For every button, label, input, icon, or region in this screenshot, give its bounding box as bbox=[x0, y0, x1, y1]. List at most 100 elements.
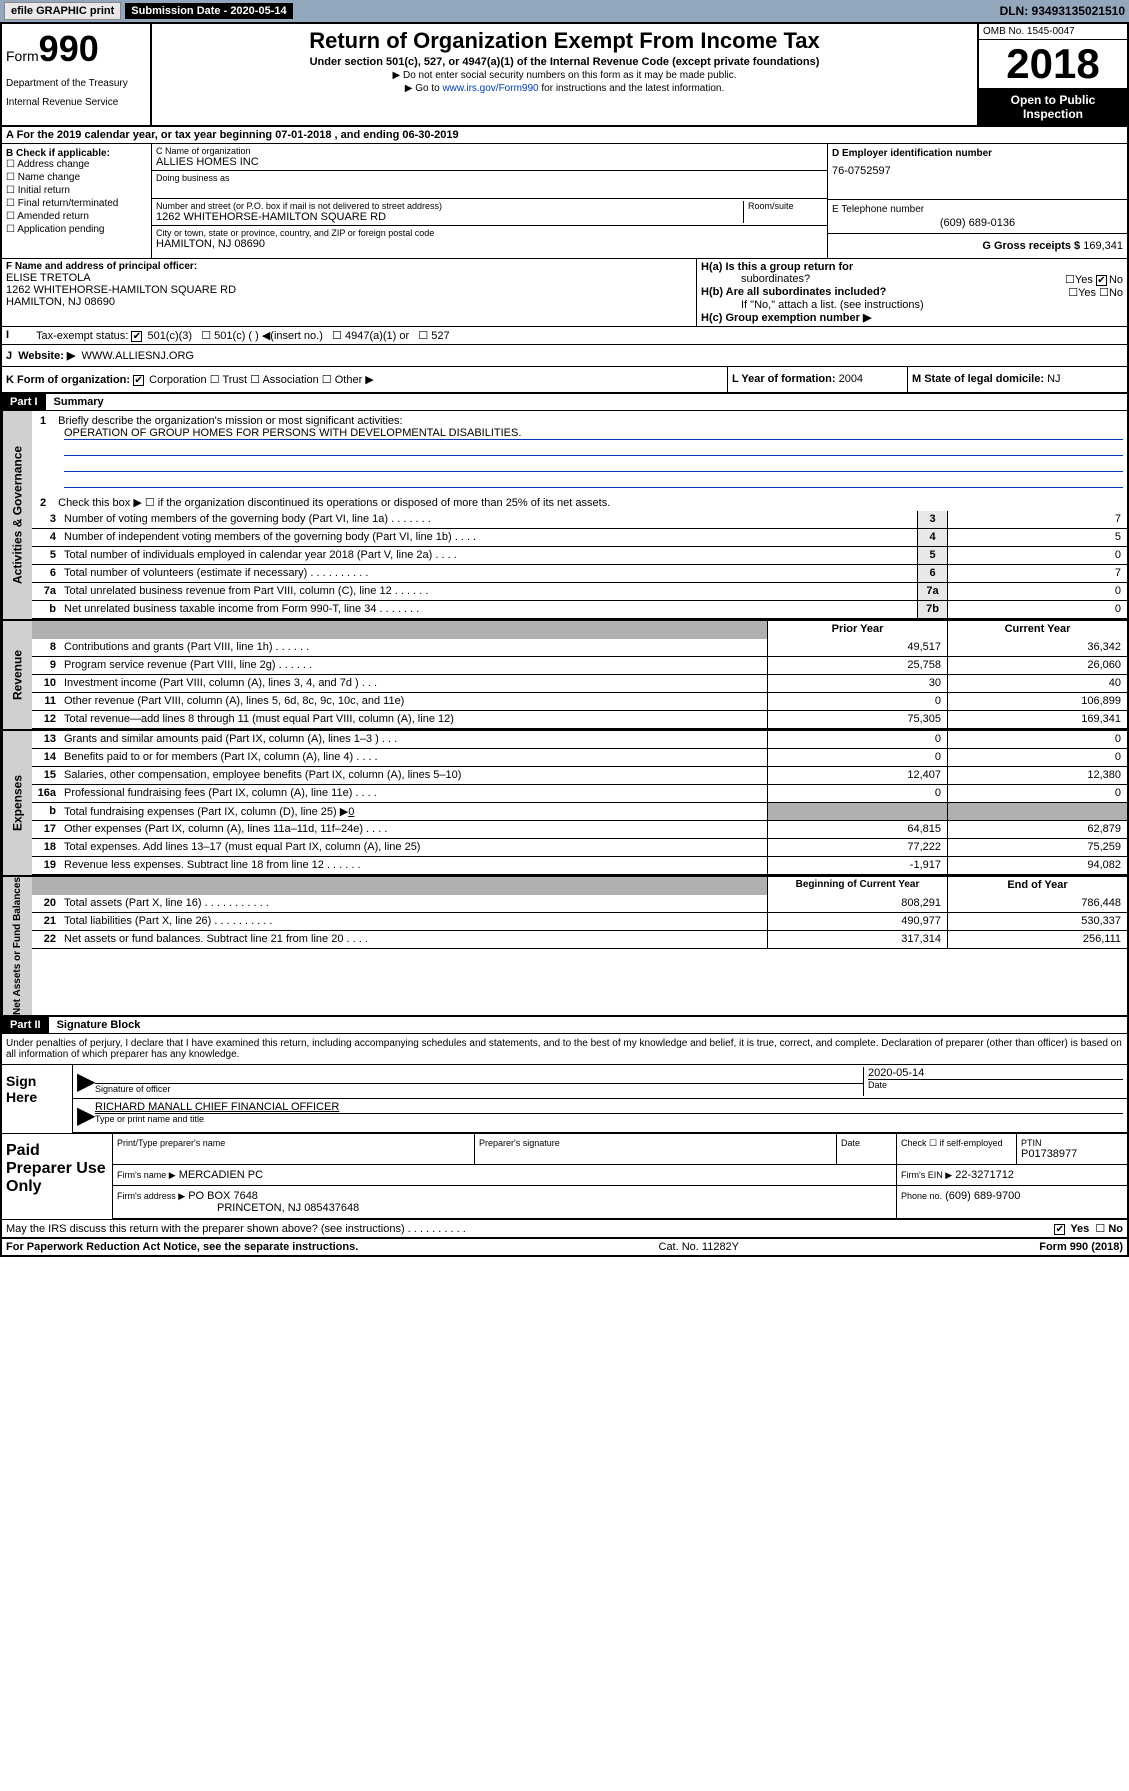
prior-year-header: Prior Year bbox=[767, 621, 947, 639]
prep-sig-label: Preparer's signature bbox=[479, 1138, 832, 1148]
note-ssn: ▶ Do not enter social security numbers o… bbox=[156, 70, 973, 81]
top-toolbar: efile GRAPHIC print Submission Date - 20… bbox=[0, 0, 1129, 22]
sign-here-row: Sign Here ▶ Signature of officer 2020-05… bbox=[2, 1065, 1127, 1133]
officer-name: ELISE TRETOLA bbox=[6, 272, 692, 284]
footer-form: Form 990 (2018) bbox=[1039, 1241, 1123, 1253]
part-2-badge: Part II bbox=[2, 1017, 49, 1033]
addr-label: Number and street (or P.O. box if mail i… bbox=[156, 201, 743, 211]
firm-name-value: MERCADIEN PC bbox=[179, 1169, 263, 1181]
line-13: 13Grants and similar amounts paid (Part … bbox=[32, 731, 1127, 749]
ein-value: 76-0752597 bbox=[832, 165, 1123, 177]
firm-addr1: PO BOX 7648 bbox=[188, 1190, 258, 1202]
chk-final-return[interactable]: ☐ Final return/terminated bbox=[6, 198, 147, 209]
dba-row: Doing business as bbox=[152, 171, 827, 199]
firm-addr2: PRINCETON, NJ 085437648 bbox=[117, 1202, 892, 1214]
part-1-badge: Part I bbox=[2, 394, 46, 410]
col-k: K Form of organization: Corporation ☐ Tr… bbox=[2, 367, 727, 392]
side-label-expenses: Expenses bbox=[2, 731, 32, 875]
dept-irs: Internal Revenue Service bbox=[6, 97, 146, 108]
line-15: 15Salaries, other compensation, employee… bbox=[32, 767, 1127, 785]
part-2-title: Signature Block bbox=[49, 1017, 149, 1033]
line-5: 5Total number of individuals employed in… bbox=[32, 547, 1127, 565]
chk-amended[interactable]: ☐ Amended return bbox=[6, 211, 147, 222]
efile-button[interactable]: efile GRAPHIC print bbox=[4, 2, 121, 20]
row-a-tax-year: A For the 2019 calendar year, or tax yea… bbox=[2, 127, 1127, 144]
city-value: HAMILTON, NJ 08690 bbox=[156, 238, 823, 250]
governance-section: Activities & Governance 1Briefly describ… bbox=[2, 411, 1127, 621]
row-k-l-m: K Form of organization: Corporation ☐ Tr… bbox=[2, 367, 1127, 394]
h-a-no-checkbox[interactable] bbox=[1096, 275, 1107, 286]
chk-name-change[interactable]: ☐ Name change bbox=[6, 172, 147, 183]
line-7b: bNet unrelated business taxable income f… bbox=[32, 601, 1127, 619]
footer-catno: Cat. No. 11282Y bbox=[659, 1241, 740, 1253]
col-m-state: M State of legal domicile: NJ bbox=[907, 367, 1127, 392]
header-row: Form990 Department of the Treasury Inter… bbox=[2, 24, 1127, 127]
firm-phone-value: (609) 689-9700 bbox=[945, 1190, 1020, 1202]
ptin-label: PTIN bbox=[1021, 1138, 1123, 1148]
officer-addr1: 1262 WHITEHORSE-HAMILTON SQUARE RD bbox=[6, 284, 692, 296]
section-b-through-g: B Check if applicable: ☐ Address change … bbox=[2, 144, 1127, 259]
org-name-row: C Name of organization ALLIES HOMES INC bbox=[152, 144, 827, 171]
officer-printed-name: RICHARD MANALL CHIEF FINANCIAL OFFICER bbox=[95, 1101, 1123, 1113]
sig-date-value: 2020-05-14 bbox=[868, 1067, 1123, 1079]
current-year-header: Current Year bbox=[947, 621, 1127, 639]
chk-501c3[interactable] bbox=[131, 331, 142, 342]
omb-number: OMB No. 1545-0047 bbox=[979, 24, 1127, 40]
irs-link[interactable]: www.irs.gov/Form990 bbox=[442, 83, 538, 94]
expenses-section: Expenses 13Grants and similar amounts pa… bbox=[2, 731, 1127, 877]
ein-row: D Employer identification number 76-0752… bbox=[828, 144, 1127, 200]
side-label-governance: Activities & Governance bbox=[2, 411, 32, 619]
line-19: 19Revenue less expenses. Subtract line 1… bbox=[32, 857, 1127, 875]
discuss-yes-checkbox[interactable] bbox=[1054, 1224, 1065, 1235]
gross-label: G Gross receipts $ bbox=[982, 240, 1080, 252]
prep-date-label: Date bbox=[841, 1138, 892, 1148]
dln-label: DLN: 93493135021510 bbox=[1000, 4, 1125, 18]
room-label: Room/suite bbox=[748, 201, 823, 211]
chk-initial-return[interactable]: ☐ Initial return bbox=[6, 185, 147, 196]
line-7a: 7aTotal unrelated business revenue from … bbox=[32, 583, 1127, 601]
h-c-line: H(c) Group exemption number ▶ bbox=[701, 311, 1123, 324]
org-name-label: C Name of organization bbox=[156, 146, 823, 156]
row-i: I Tax-exempt status: 501(c)(3) ☐ 501(c) … bbox=[2, 327, 1127, 345]
officer-label: F Name and address of principal officer: bbox=[6, 261, 692, 272]
tax-status-label: Tax-exempt status: bbox=[36, 330, 128, 342]
line-21: 21Total liabilities (Part X, line 26) . … bbox=[32, 913, 1127, 931]
header-right: OMB No. 1545-0047 2018 Open to Public In… bbox=[977, 24, 1127, 125]
line-16a: 16aProfessional fundraising fees (Part I… bbox=[32, 785, 1127, 803]
chk-address-change[interactable]: ☐ Address change bbox=[6, 159, 147, 170]
line-10: 10Investment income (Part VIII, column (… bbox=[32, 675, 1127, 693]
chk-corporation[interactable] bbox=[133, 375, 144, 386]
line-9: 9Program service revenue (Part VIII, lin… bbox=[32, 657, 1127, 675]
footer-row: For Paperwork Reduction Act Notice, see … bbox=[2, 1237, 1127, 1255]
line-14: 14Benefits paid to or for members (Part … bbox=[32, 749, 1127, 767]
self-employed-label: Check ☐ if self-employed bbox=[901, 1138, 1012, 1149]
line-3: 3Number of voting members of the governi… bbox=[32, 511, 1127, 529]
sign-arrow-icon: ▶ bbox=[77, 1067, 95, 1096]
row-i-label: I bbox=[2, 327, 32, 344]
firm-phone-label: Phone no. bbox=[901, 1191, 942, 1201]
mission-text: OPERATION OF GROUP HOMES FOR PERSONS WIT… bbox=[64, 427, 1123, 440]
form-subtitle: Under section 501(c), 527, or 4947(a)(1)… bbox=[156, 56, 973, 68]
chk-pending[interactable]: ☐ Application pending bbox=[6, 224, 147, 235]
line-2: 2Check this box ▶ ☐ if the organization … bbox=[32, 492, 1127, 511]
submission-date: Submission Date - 2020-05-14 bbox=[125, 3, 292, 19]
dba-label: Doing business as bbox=[156, 173, 823, 183]
note-link: ▶ Go to www.irs.gov/Form990 for instruct… bbox=[156, 83, 973, 94]
h-a-line: H(a) Is this a group return for bbox=[701, 261, 1123, 273]
phone-label: E Telephone number bbox=[832, 204, 1123, 215]
firm-ein-label: Firm's EIN ▶ bbox=[901, 1170, 952, 1180]
officer-addr2: HAMILTON, NJ 08690 bbox=[6, 296, 692, 308]
discuss-row: May the IRS discuss this return with the… bbox=[2, 1219, 1127, 1237]
form-title: Return of Organization Exempt From Incom… bbox=[156, 28, 973, 54]
tax-year: 2018 bbox=[979, 40, 1127, 89]
ein-label: D Employer identification number bbox=[832, 148, 1123, 159]
col-f-officer: F Name and address of principal officer:… bbox=[2, 259, 697, 326]
ptin-value: P01738977 bbox=[1021, 1148, 1123, 1160]
begin-year-header: Beginning of Current Year bbox=[767, 877, 947, 895]
line-11: 11Other revenue (Part VIII, column (A), … bbox=[32, 693, 1127, 711]
part-1-header: Part ISummary bbox=[2, 394, 1127, 411]
side-label-revenue: Revenue bbox=[2, 621, 32, 729]
col-b-title: B Check if applicable: bbox=[6, 148, 147, 159]
header-left: Form990 Department of the Treasury Inter… bbox=[2, 24, 152, 125]
line-18: 18Total expenses. Add lines 13–17 (must … bbox=[32, 839, 1127, 857]
